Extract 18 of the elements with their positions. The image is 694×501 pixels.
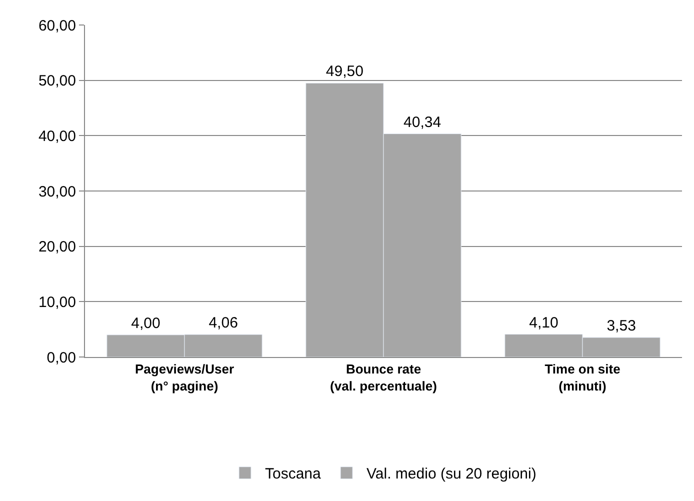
y-tick-label: 60,00 xyxy=(38,17,76,34)
data-label: 40,34 xyxy=(404,114,442,131)
y-tick-label: 10,00 xyxy=(38,294,76,311)
data-label: 4,06 xyxy=(208,314,238,332)
y-tick-label: 30,00 xyxy=(38,183,76,200)
data-label: 3,53 xyxy=(606,317,636,334)
data-label: 4,00 xyxy=(131,314,160,332)
x-tick-label: Time on site (minuti) xyxy=(544,362,620,394)
y-tick-label: 50,00 xyxy=(38,72,76,90)
y-tick-label: 20,00 xyxy=(38,238,76,256)
legend-label: Toscana xyxy=(265,466,322,483)
x-tick-label: Bounce rate (val. percentuale) xyxy=(330,362,437,394)
data-label: 4,10 xyxy=(529,314,558,332)
legend-label: Val. medio (su 20 regioni) xyxy=(366,466,536,483)
y-tick-label: 0,00 xyxy=(46,349,76,366)
x-tick-label: Pageviews/User (n° pagine) xyxy=(134,362,234,394)
data-label: 49,50 xyxy=(326,63,364,80)
y-tick-label: 40,00 xyxy=(38,128,76,145)
